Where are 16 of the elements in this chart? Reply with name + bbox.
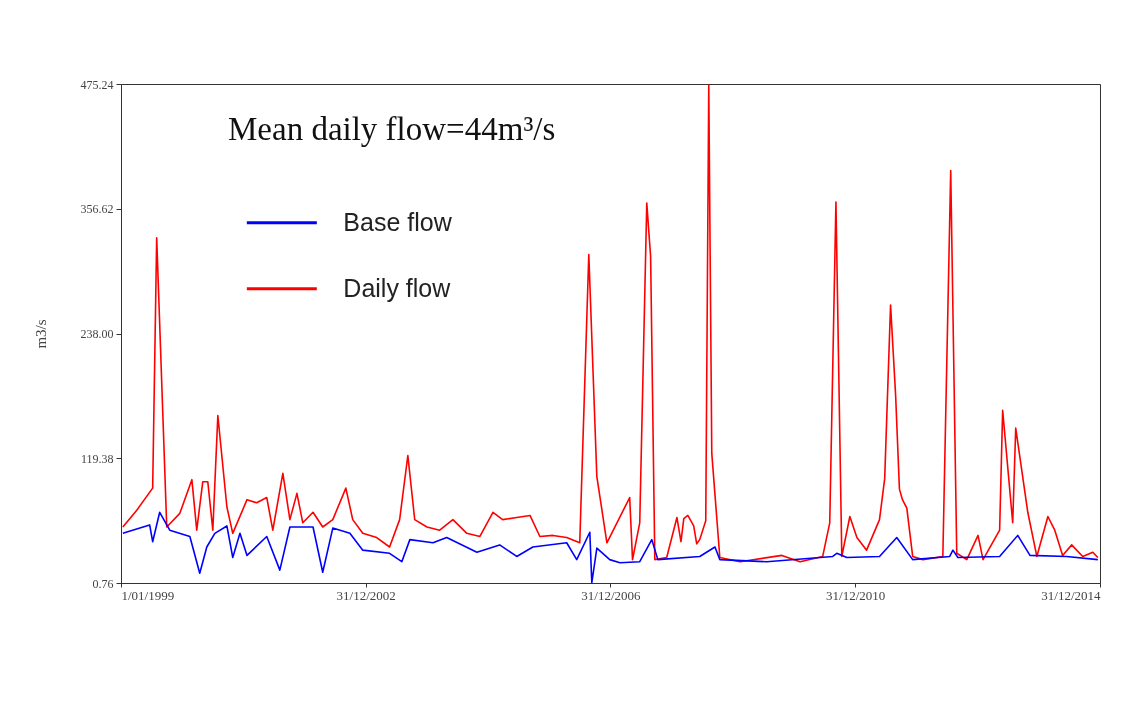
x-tick-label: 31/12/2010 xyxy=(826,587,886,603)
line-series xyxy=(122,511,1099,584)
annotation: Mean daily flow=44m³/s xyxy=(228,111,556,147)
legend-label: Daily flow xyxy=(343,273,452,302)
y-axis-title: m3/s xyxy=(32,319,49,349)
x-tick-label: 31/12/2006 xyxy=(581,587,642,603)
line-series xyxy=(122,84,1099,563)
x-tick-label: 1/01/1999 xyxy=(121,587,175,603)
y-tick-label: 356.62 xyxy=(80,202,114,217)
legend-label: Base flow xyxy=(343,207,453,236)
x-tick-label: 31/12/2014 xyxy=(1041,587,1101,603)
y-tick-label: 0.76 xyxy=(92,576,114,591)
x-tick-label: 31/12/2002 xyxy=(336,587,396,603)
y-tick-label: 475.24 xyxy=(80,77,114,92)
y-tick-label: 119.38 xyxy=(80,451,114,466)
y-tick-label: 238.00 xyxy=(80,327,114,341)
